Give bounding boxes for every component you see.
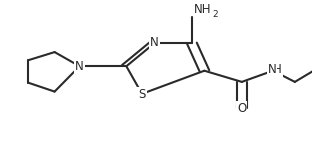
Text: N: N <box>150 36 159 49</box>
Text: O: O <box>237 102 246 115</box>
Text: H: H <box>273 63 282 77</box>
Text: N: N <box>75 60 84 73</box>
Text: NH: NH <box>193 3 211 16</box>
Text: S: S <box>138 88 146 101</box>
Text: N: N <box>267 63 276 77</box>
Text: 2: 2 <box>212 10 218 19</box>
